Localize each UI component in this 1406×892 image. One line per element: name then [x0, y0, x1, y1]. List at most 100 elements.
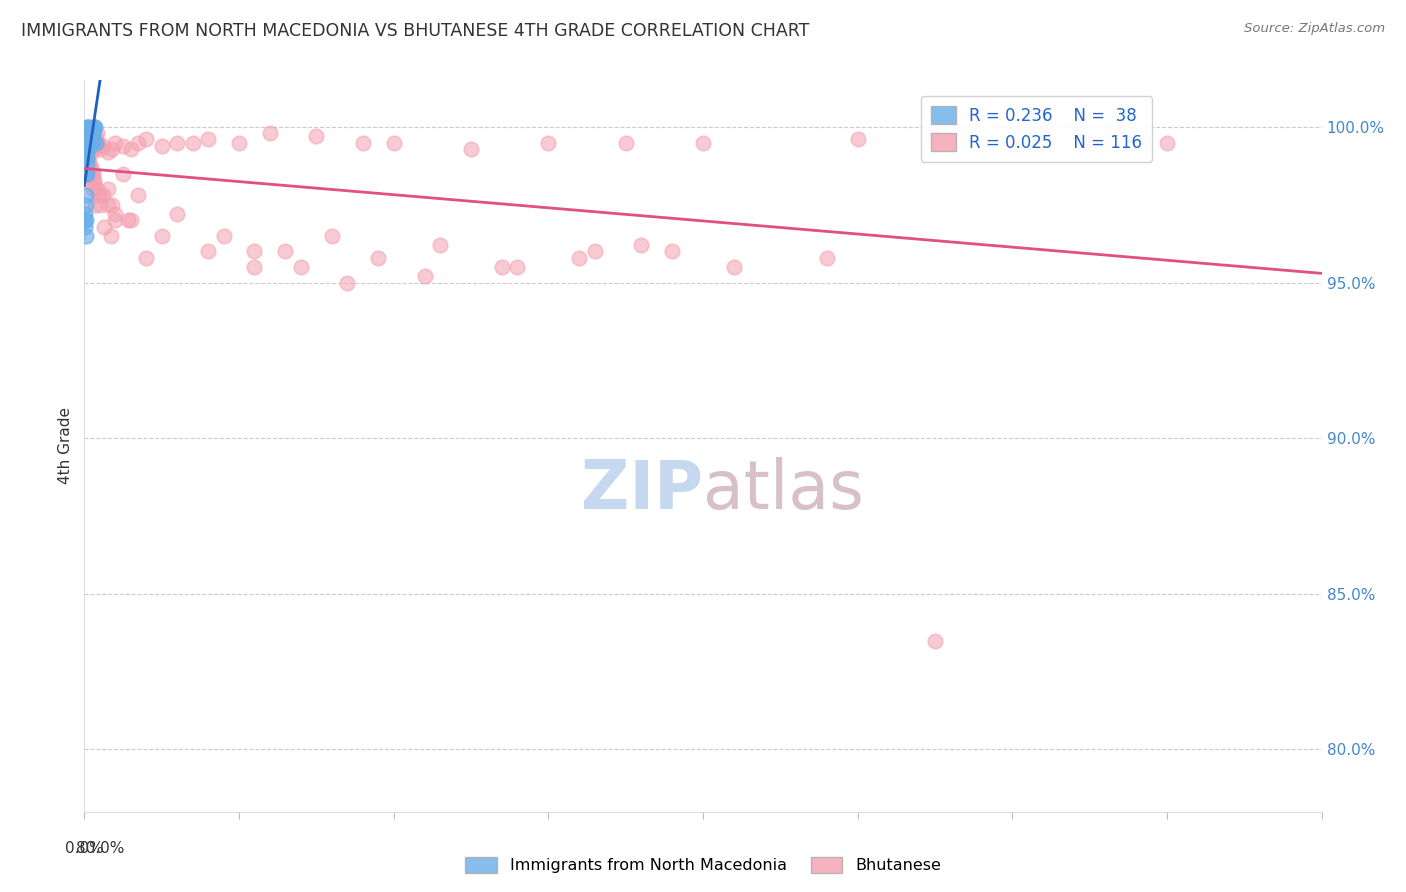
- Point: [259, 126, 281, 140]
- Point: [75, 219, 97, 234]
- Point: [79, 138, 101, 153]
- Point: [614, 136, 637, 150]
- Point: [228, 136, 250, 150]
- Point: [352, 136, 374, 150]
- Point: [1156, 136, 1178, 150]
- Point: [150, 228, 173, 243]
- Point: [84, 136, 107, 150]
- Point: [76, 136, 98, 150]
- Point: [166, 207, 188, 221]
- Point: [91, 138, 114, 153]
- Point: [692, 136, 714, 150]
- Point: [104, 207, 127, 221]
- Point: [112, 138, 135, 153]
- Point: [367, 251, 389, 265]
- Point: [76, 142, 98, 156]
- Point: [82, 145, 104, 159]
- Point: [79, 123, 101, 137]
- Point: [80, 176, 103, 190]
- Point: [77, 136, 100, 150]
- Point: [87, 136, 110, 150]
- Point: [79, 163, 101, 178]
- Point: [82, 138, 104, 153]
- Text: ZIP: ZIP: [581, 457, 703, 523]
- Point: [846, 132, 869, 146]
- Point: [82, 126, 104, 140]
- Point: [89, 142, 111, 156]
- Point: [82, 167, 104, 181]
- Point: [321, 228, 343, 243]
- Point: [83, 173, 105, 187]
- Point: [97, 145, 120, 159]
- Point: [77, 132, 100, 146]
- Point: [77, 157, 100, 171]
- Point: [86, 182, 108, 196]
- Point: [100, 228, 122, 243]
- Point: [86, 126, 108, 140]
- Point: [77, 126, 100, 140]
- Point: [77, 126, 100, 140]
- Point: [274, 244, 297, 259]
- Point: [80, 132, 103, 146]
- Point: [75, 126, 97, 140]
- Point: [89, 198, 111, 212]
- Y-axis label: 4th Grade: 4th Grade: [58, 408, 73, 484]
- Point: [128, 136, 150, 150]
- Point: [76, 145, 98, 159]
- Point: [583, 244, 606, 259]
- Point: [82, 167, 104, 181]
- Point: [568, 251, 591, 265]
- Point: [120, 213, 142, 227]
- Point: [75, 207, 97, 221]
- Point: [83, 120, 105, 134]
- Point: [76, 151, 98, 165]
- Point: [104, 136, 127, 150]
- Point: [77, 142, 100, 156]
- Point: [76, 167, 98, 181]
- Point: [661, 244, 683, 259]
- Point: [336, 276, 359, 290]
- Point: [76, 157, 98, 171]
- Point: [80, 129, 103, 144]
- Point: [924, 633, 946, 648]
- Point: [76, 120, 98, 134]
- Point: [84, 136, 107, 150]
- Point: [166, 136, 188, 150]
- Point: [76, 142, 98, 156]
- Point: [128, 188, 150, 202]
- Point: [83, 136, 105, 150]
- Point: [924, 129, 946, 144]
- Text: Source: ZipAtlas.com: Source: ZipAtlas.com: [1244, 22, 1385, 36]
- Point: [79, 126, 101, 140]
- Point: [84, 198, 107, 212]
- Point: [104, 213, 127, 227]
- Point: [112, 167, 135, 181]
- Point: [120, 142, 142, 156]
- Point: [97, 182, 120, 196]
- Point: [83, 176, 105, 190]
- Point: [80, 136, 103, 150]
- Point: [75, 213, 97, 227]
- Point: [76, 151, 98, 165]
- Point: [93, 219, 115, 234]
- Point: [82, 169, 104, 184]
- Point: [84, 129, 107, 144]
- Point: [80, 142, 103, 156]
- Point: [80, 161, 103, 175]
- Point: [815, 251, 838, 265]
- Point: [83, 132, 105, 146]
- Text: 0.0%: 0.0%: [65, 841, 104, 856]
- Point: [75, 132, 97, 146]
- Point: [80, 132, 103, 146]
- Point: [82, 136, 104, 150]
- Point: [82, 136, 104, 150]
- Point: [135, 132, 157, 146]
- Point: [76, 129, 98, 144]
- Point: [212, 228, 235, 243]
- Point: [86, 138, 108, 153]
- Point: [75, 136, 97, 150]
- Point: [76, 145, 98, 159]
- Point: [97, 198, 120, 212]
- Point: [86, 188, 108, 202]
- Point: [117, 213, 139, 227]
